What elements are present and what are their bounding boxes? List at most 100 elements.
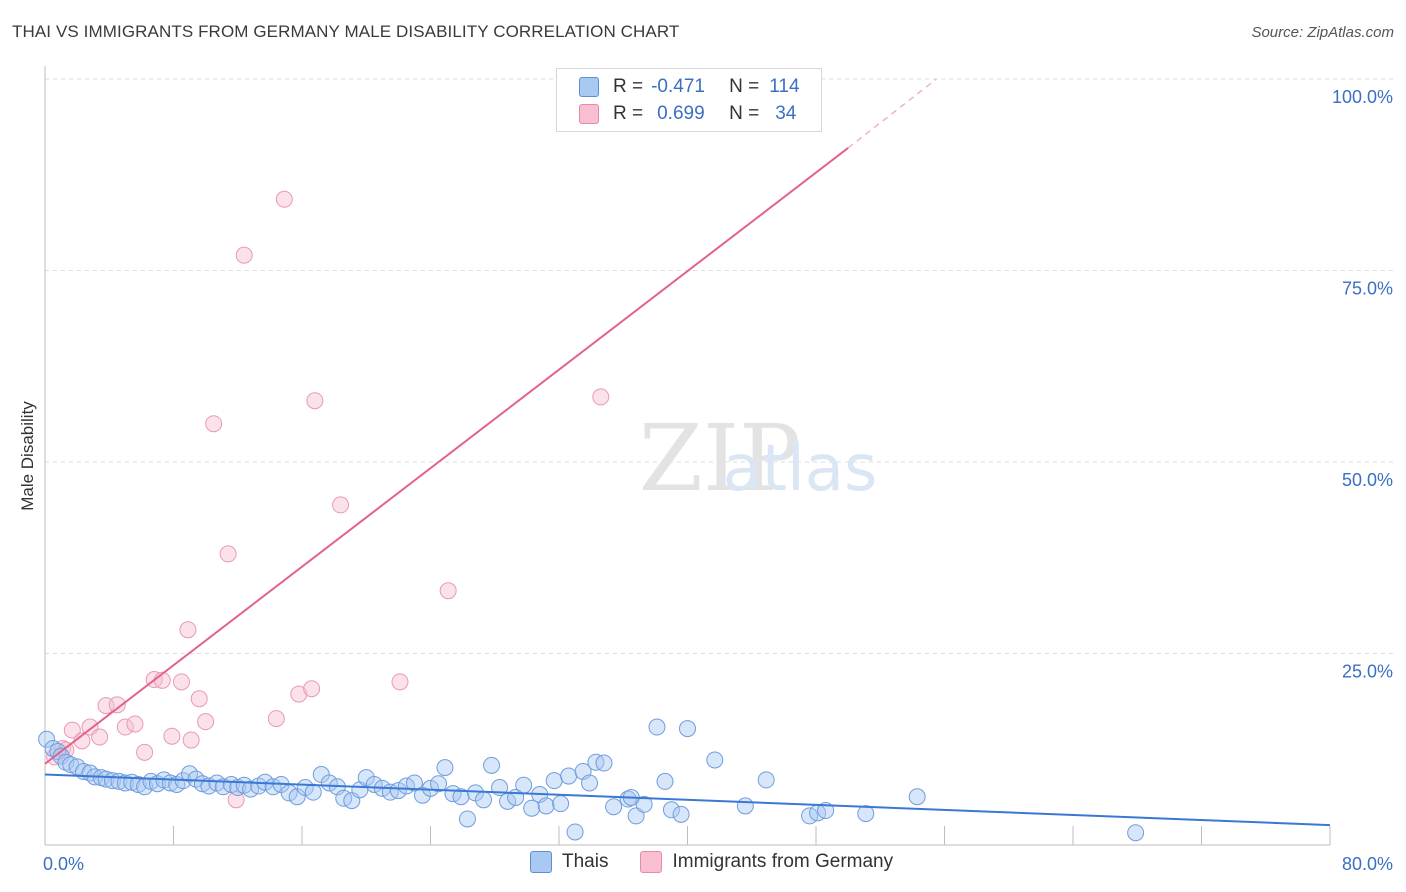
- thais-point: [458, 810, 476, 828]
- thais-point: [605, 798, 623, 816]
- thais-point: [452, 788, 470, 806]
- germany-trend-line: [44, 147, 849, 765]
- thais-point: [97, 770, 115, 788]
- y-tick-label: 50.0%: [1342, 470, 1393, 490]
- thais-point: [679, 720, 696, 738]
- thais-point: [627, 807, 645, 825]
- thais-trend-line: [44, 773, 1331, 827]
- thais-point: [566, 823, 584, 841]
- y-tick-label: 25.0%: [1342, 662, 1393, 682]
- thais-legend-swatch: [530, 851, 552, 873]
- germany-point: [332, 496, 350, 514]
- thais-point: [475, 791, 493, 809]
- thais-point: [656, 772, 674, 790]
- series-legend: Thais Immigrants from Germany: [530, 851, 925, 873]
- germany-point: [197, 713, 215, 731]
- tick-labels: 25.0% 50.0% 75.0% 100.0% 0.0% 80.0%: [43, 87, 1393, 874]
- germany-point: [182, 731, 200, 749]
- thais-point: [581, 774, 599, 792]
- thais-point: [552, 795, 570, 813]
- legend-r-label: R =: [613, 103, 644, 124]
- thais-n-value: 114: [769, 76, 800, 97]
- legend-row-germany: R = 0.699 N = 34: [579, 101, 796, 127]
- germany-legend-label: Immigrants from Germany: [672, 851, 894, 872]
- stats-legend: R = -0.471 N = 114 R = 0.699 N = 34: [556, 68, 822, 132]
- legend-n-label: N =: [729, 103, 760, 124]
- thais-point: [430, 775, 448, 793]
- germany-point: [173, 673, 191, 691]
- thais-point: [545, 772, 563, 790]
- y-tick-label: 100.0%: [1332, 87, 1393, 107]
- thais-point: [1127, 824, 1145, 842]
- germany-point: [91, 728, 109, 746]
- source-label: Source: ZipAtlas.com: [1251, 24, 1394, 41]
- axes: [44, 66, 1331, 846]
- thais-point: [757, 771, 775, 789]
- germany-point: [439, 582, 457, 600]
- thais-point: [648, 718, 666, 736]
- gridlines: [45, 78, 1393, 654]
- thais-point: [523, 799, 541, 817]
- germany-point: [219, 545, 237, 563]
- germany-point: [179, 621, 197, 639]
- germany-point: [116, 718, 134, 736]
- x-tick-label: 80.0%: [1342, 854, 1393, 874]
- germany-r-value: 0.699: [657, 103, 705, 124]
- thais-point: [320, 774, 338, 792]
- thais-point: [57, 753, 75, 771]
- thais-point: [142, 772, 160, 790]
- thais-point: [483, 756, 501, 774]
- thais-point: [706, 751, 724, 769]
- germany-point: [592, 388, 610, 406]
- germany-point: [136, 743, 154, 761]
- thais-point: [908, 788, 926, 806]
- germany-point: [306, 392, 324, 410]
- germany-n-value: 34: [775, 103, 797, 124]
- thais-swatch: [579, 77, 599, 97]
- thais-point: [672, 805, 690, 823]
- thais-point: [129, 775, 147, 793]
- thais-point: [389, 782, 407, 800]
- germany-trend-extension: [847, 78, 937, 149]
- thais-point: [296, 779, 314, 797]
- germany-point: [227, 791, 245, 809]
- trend-lines: [44, 78, 1331, 827]
- thais-point: [116, 774, 134, 792]
- legend-item-thais[interactable]: Thais: [530, 851, 608, 873]
- germany-point: [391, 673, 409, 691]
- legend-n-label: N =: [729, 76, 760, 97]
- thais-point: [662, 801, 680, 819]
- germany-point: [205, 415, 223, 433]
- germany-point: [190, 690, 208, 708]
- thais-point: [817, 802, 835, 820]
- watermark-zip: ZIP: [639, 405, 801, 512]
- germany-point: [163, 727, 181, 745]
- thais-point: [537, 797, 555, 815]
- legend-item-germany[interactable]: Immigrants from Germany: [640, 851, 893, 873]
- germany-point: [275, 190, 293, 208]
- germany-point: [108, 696, 126, 714]
- thais-point: [436, 759, 454, 777]
- germany-point: [63, 721, 81, 739]
- thais-point: [38, 730, 56, 748]
- thais-point: [422, 779, 439, 797]
- thais-point: [595, 754, 613, 772]
- thais-r-value: -0.471: [651, 76, 705, 97]
- thais-point: [560, 767, 578, 785]
- germany-legend-swatch: [640, 851, 663, 873]
- watermark-atlas: atlas: [723, 432, 878, 506]
- thais-point: [857, 805, 875, 823]
- germany-swatch: [579, 104, 599, 124]
- chart-title: THAI VS IMMIGRANTS FROM GERMANY MALE DIS…: [12, 22, 680, 41]
- germany-point: [126, 715, 144, 733]
- legend-r-label: R =: [613, 76, 644, 97]
- thais-point: [405, 774, 423, 792]
- thais-point: [515, 776, 533, 794]
- thais-point: [304, 783, 322, 801]
- legend-row-thais: R = -0.471 N = 114: [579, 74, 800, 100]
- germany-point: [303, 680, 321, 698]
- thais-point: [229, 779, 247, 797]
- thais-point: [736, 797, 754, 815]
- thais-points: [38, 718, 1145, 842]
